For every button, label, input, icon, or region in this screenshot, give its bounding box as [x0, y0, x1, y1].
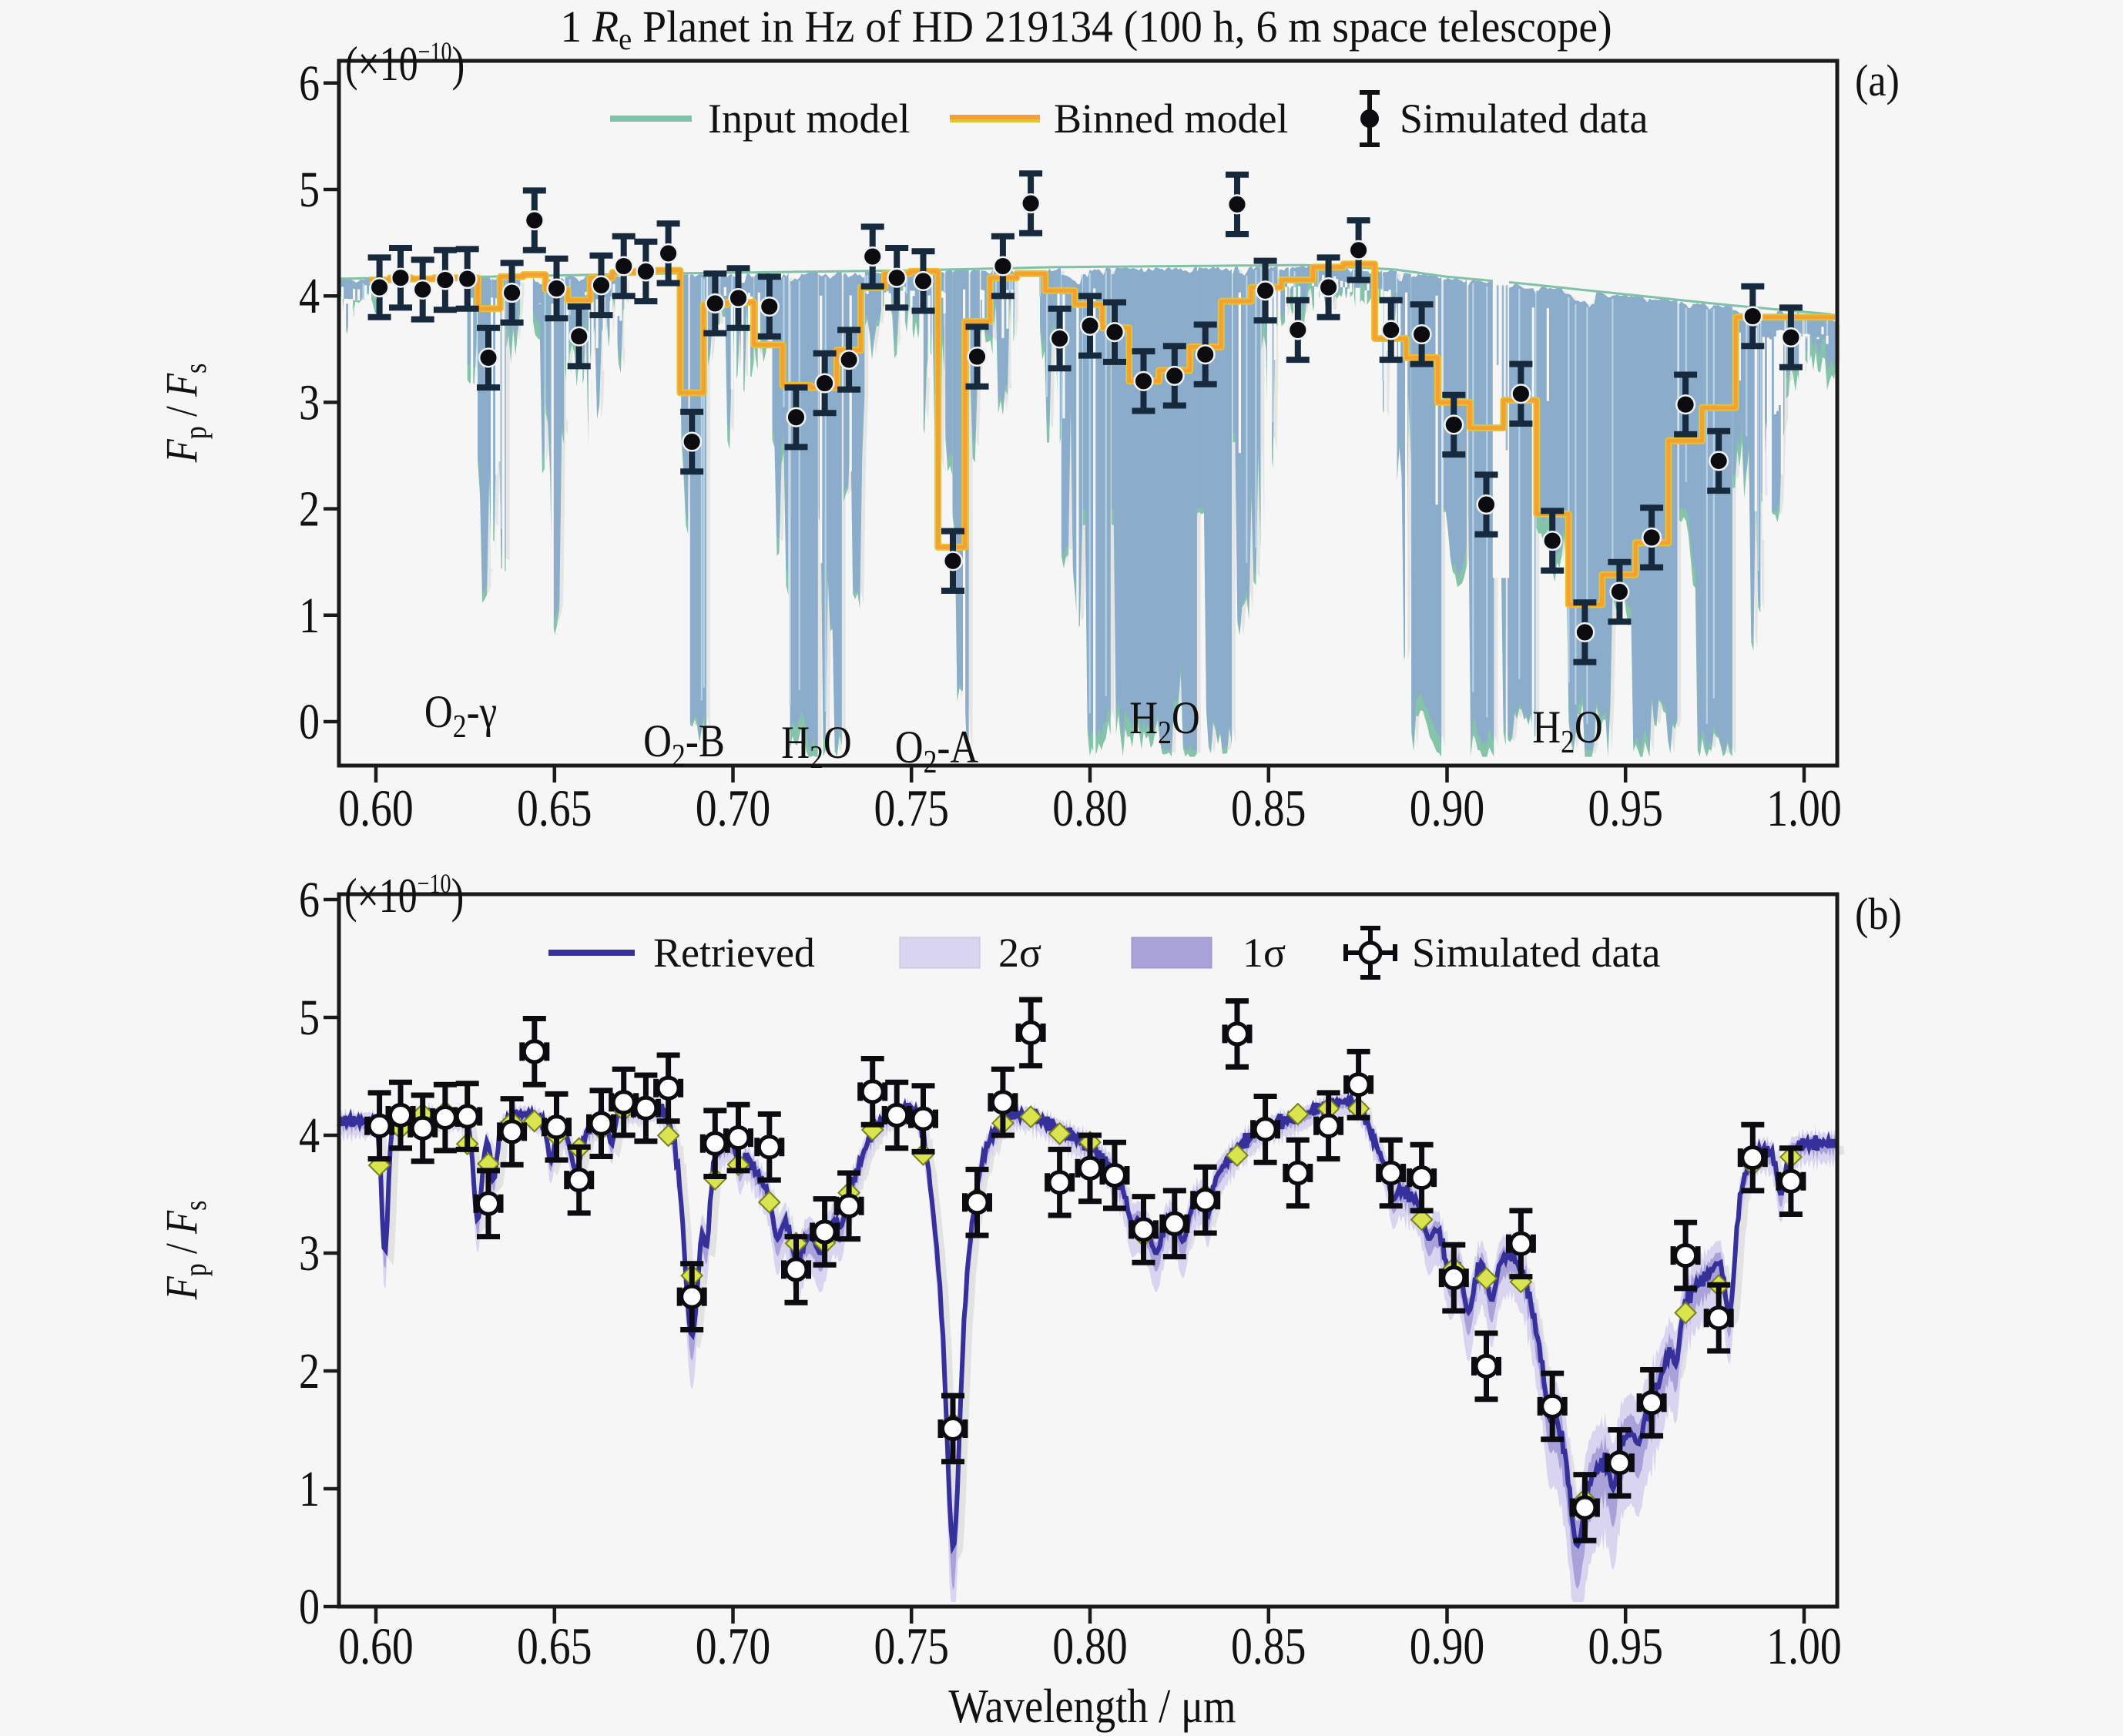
svg-text:0.80: 0.80	[1052, 1618, 1128, 1675]
svg-text:4: 4	[299, 1108, 320, 1164]
svg-text:0.95: 0.95	[1588, 1618, 1663, 1675]
svg-text:0: 0	[299, 694, 320, 750]
svg-text:3: 3	[299, 1225, 320, 1282]
svg-text:0.90: 0.90	[1410, 780, 1485, 837]
svg-text:Fp / Fs: Fp / Fs	[156, 364, 213, 464]
svg-text:O2-A: O2-A	[895, 722, 978, 779]
svg-text:3: 3	[299, 374, 320, 431]
svg-text:1.00: 1.00	[1766, 1618, 1842, 1675]
svg-text:0.65: 0.65	[517, 1618, 592, 1675]
svg-text:Simulated data: Simulated data	[1400, 96, 1648, 142]
svg-text:0.70: 0.70	[696, 780, 771, 837]
svg-text:1 Re Planet in Hz of HD 219134: 1 Re Planet in Hz of HD 219134 (100 h, 6…	[560, 2, 1612, 56]
svg-text:0.85: 0.85	[1231, 780, 1306, 837]
svg-text:0.75: 0.75	[874, 1618, 949, 1675]
svg-text:1: 1	[299, 588, 320, 644]
svg-text:Binned model: Binned model	[1054, 96, 1288, 142]
svg-text:0.90: 0.90	[1410, 1618, 1485, 1675]
svg-text:6: 6	[299, 55, 320, 112]
svg-text:0.60: 0.60	[338, 1618, 414, 1675]
svg-text:O2-B: O2-B	[643, 716, 725, 773]
svg-text:0.70: 0.70	[696, 1618, 771, 1675]
svg-text:Retrieved: Retrieved	[653, 930, 815, 976]
svg-text:Simulated data: Simulated data	[1412, 930, 1660, 976]
svg-text:(a): (a)	[1855, 55, 1900, 105]
svg-text:2σ: 2σ	[998, 930, 1041, 976]
svg-text:2: 2	[299, 481, 320, 538]
svg-text:0.80: 0.80	[1052, 780, 1128, 837]
svg-text:0.65: 0.65	[517, 780, 592, 837]
svg-text:0.95: 0.95	[1588, 780, 1663, 837]
svg-text:0: 0	[299, 1579, 320, 1635]
svg-text:Wavelength / μm: Wavelength / μm	[948, 1680, 1236, 1733]
svg-text:Input model: Input model	[708, 96, 910, 142]
svg-text:5: 5	[299, 162, 320, 218]
svg-text:5: 5	[299, 990, 320, 1046]
svg-text:1.00: 1.00	[1766, 780, 1842, 837]
svg-text:1σ: 1σ	[1243, 930, 1286, 976]
svg-text:(b): (b)	[1855, 889, 1902, 938]
svg-text:6: 6	[299, 872, 320, 928]
svg-text:0.75: 0.75	[874, 780, 949, 837]
svg-text:1: 1	[299, 1461, 320, 1517]
svg-text:2: 2	[299, 1343, 320, 1399]
svg-text:4: 4	[299, 268, 320, 324]
svg-text:Fp / Fs: Fp / Fs	[156, 1201, 213, 1301]
svg-text:0.85: 0.85	[1231, 1618, 1306, 1675]
svg-text:0.60: 0.60	[338, 780, 414, 837]
